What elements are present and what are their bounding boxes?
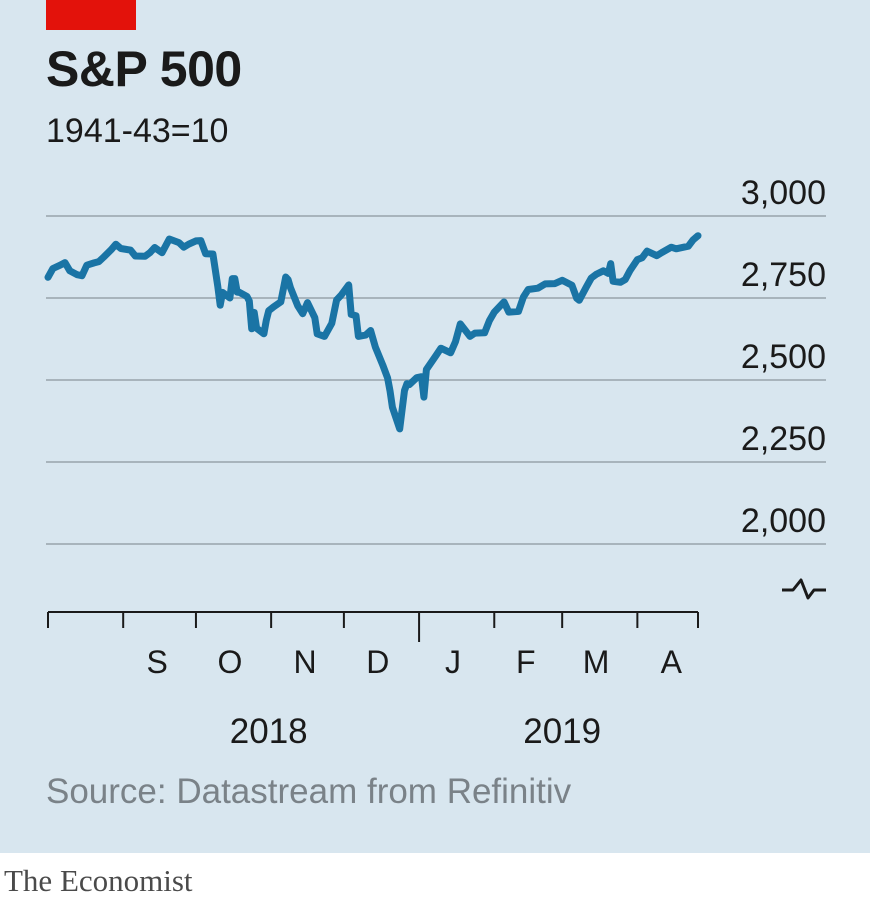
y-tick-label: 3,000 bbox=[741, 174, 826, 212]
year-label: 2018 bbox=[230, 712, 308, 751]
chart-panel bbox=[0, 0, 870, 853]
month-label: O bbox=[217, 644, 242, 680]
gridlines bbox=[46, 215, 826, 545]
chart-title: S&P 500 bbox=[46, 41, 242, 97]
month-label: A bbox=[661, 644, 683, 680]
economist-red-tag bbox=[46, 0, 136, 30]
year-label: 2019 bbox=[523, 712, 601, 751]
y-tick-label: 2,500 bbox=[741, 338, 826, 376]
y-axis-labels: 2,000 2,250 2,500 2,750 3,000 bbox=[741, 174, 826, 540]
axis-break-icon bbox=[782, 578, 826, 600]
month-label: M bbox=[583, 644, 610, 680]
month-label: J bbox=[445, 644, 461, 680]
month-label: D bbox=[366, 644, 389, 680]
x-axis bbox=[47, 611, 699, 642]
month-label: N bbox=[294, 644, 317, 680]
sp500-line bbox=[44, 232, 702, 433]
y-tick-label: 2,250 bbox=[741, 420, 826, 458]
x-axis-labels: S O N D J F M A 2018 2019 bbox=[146, 644, 682, 751]
chart-subtitle: 1941-43=10 bbox=[46, 112, 229, 150]
month-label: S bbox=[146, 644, 167, 680]
y-tick-label: 2,000 bbox=[741, 502, 826, 540]
line-chart: 2,000 2,250 2,500 2,750 3,000 S O N D J F M A 2018 20… bbox=[44, 174, 826, 751]
brand-wordmark: The Economist bbox=[4, 863, 193, 898]
month-label: F bbox=[516, 644, 536, 680]
y-tick-label: 2,750 bbox=[741, 256, 826, 294]
source-note: Source: Datastream from Refinitiv bbox=[46, 772, 572, 811]
